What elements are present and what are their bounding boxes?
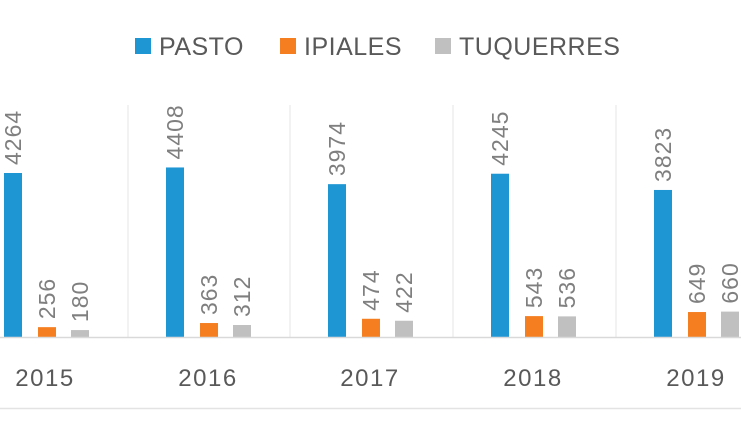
legend-swatch-pasto: [135, 38, 151, 54]
x-tick-2019: 2019: [666, 365, 725, 392]
bar-tuquerres-2018: [558, 316, 576, 337]
data-label-ipiales-2015: 256: [34, 278, 60, 319]
bar-tuquerres-2016: [233, 325, 251, 337]
x-axis-ticks: 2015 2016 2017 2018 2019: [15, 365, 725, 392]
data-label-pasto-2015: 4264: [0, 110, 26, 165]
data-label-pasto-2019: 3823: [650, 127, 676, 182]
x-tick-2016: 2016: [178, 365, 237, 392]
bar-tuquerres-2019: [721, 311, 739, 337]
category-separators: [127, 105, 617, 337]
bar-ipiales-2017: [362, 318, 380, 337]
x-tick-2018: 2018: [503, 365, 562, 392]
bar-tuquerres-2015: [71, 330, 89, 337]
legend-swatch-ipiales: [280, 38, 296, 54]
bar-pasto-2019: [654, 189, 672, 337]
data-label-pasto-2016: 4408: [162, 104, 188, 159]
bar-pasto-2015: [4, 173, 22, 337]
bar-pasto-2018: [491, 173, 509, 337]
data-label-ipiales-2019: 649: [684, 263, 710, 304]
legend-label-pasto: PASTO: [159, 33, 244, 61]
data-label-tuquerres-2018: 536: [554, 267, 580, 308]
x-tick-2017: 2017: [340, 365, 399, 392]
bar-pasto-2017: [328, 184, 346, 337]
data-label-pasto-2017: 3974: [324, 121, 350, 176]
bar-pasto-2016: [166, 167, 184, 337]
data-label-ipiales-2018: 543: [521, 267, 547, 308]
x-tick-2015: 2015: [15, 365, 74, 392]
legend-label-tuquerres: TUQUERRES: [459, 33, 620, 61]
data-labels: 4264 256 180 4408 363 312 3974 474 422 4245 543 536…: [0, 104, 741, 322]
bar-ipiales-2016: [200, 323, 218, 337]
data-label-tuquerres-2017: 422: [391, 271, 417, 312]
bar-ipiales-2019: [688, 312, 706, 337]
data-label-tuquerres-2019: 660: [717, 262, 741, 303]
legend-swatch-tuquerres: [435, 38, 451, 54]
legend: PASTO IPIALES TUQUERRES: [135, 33, 620, 61]
bars: [4, 167, 739, 337]
data-label-tuquerres-2015: 180: [67, 281, 93, 322]
bar-ipiales-2015: [38, 327, 56, 337]
data-label-ipiales-2017: 474: [358, 269, 384, 310]
bar-tuquerres-2017: [395, 320, 413, 337]
data-label-pasto-2018: 4245: [487, 111, 513, 166]
legend-label-ipiales: IPIALES: [304, 33, 402, 61]
data-label-tuquerres-2016: 312: [229, 276, 255, 317]
data-label-ipiales-2016: 363: [196, 274, 222, 315]
bar-ipiales-2018: [525, 316, 543, 337]
